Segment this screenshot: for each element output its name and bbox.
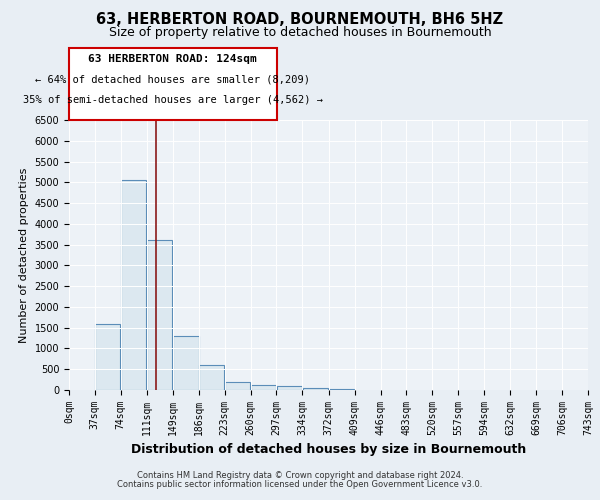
Bar	[121, 180, 146, 390]
Bar	[173, 336, 199, 390]
Bar	[277, 386, 302, 390]
Text: Contains public sector information licensed under the Open Government Licence v3: Contains public sector information licen…	[118, 480, 482, 489]
Text: 63, HERBERTON ROAD, BOURNEMOUTH, BH6 5HZ: 63, HERBERTON ROAD, BOURNEMOUTH, BH6 5HZ	[97, 12, 503, 28]
Bar	[199, 365, 224, 390]
Text: 35% of semi-detached houses are larger (4,562) →: 35% of semi-detached houses are larger (…	[23, 95, 323, 105]
Text: ← 64% of detached houses are smaller (8,209): ← 64% of detached houses are smaller (8,…	[35, 74, 310, 84]
Text: Contains HM Land Registry data © Crown copyright and database right 2024.: Contains HM Land Registry data © Crown c…	[137, 471, 463, 480]
Bar	[95, 324, 121, 390]
Bar	[147, 240, 172, 390]
Bar	[251, 384, 276, 390]
X-axis label: Distribution of detached houses by size in Bournemouth: Distribution of detached houses by size …	[131, 444, 526, 456]
Text: 63 HERBERTON ROAD: 124sqm: 63 HERBERTON ROAD: 124sqm	[88, 54, 257, 64]
Y-axis label: Number of detached properties: Number of detached properties	[19, 168, 29, 342]
Text: Size of property relative to detached houses in Bournemouth: Size of property relative to detached ho…	[109, 26, 491, 39]
Bar	[225, 382, 250, 390]
Bar	[329, 389, 355, 390]
Bar	[302, 388, 328, 390]
